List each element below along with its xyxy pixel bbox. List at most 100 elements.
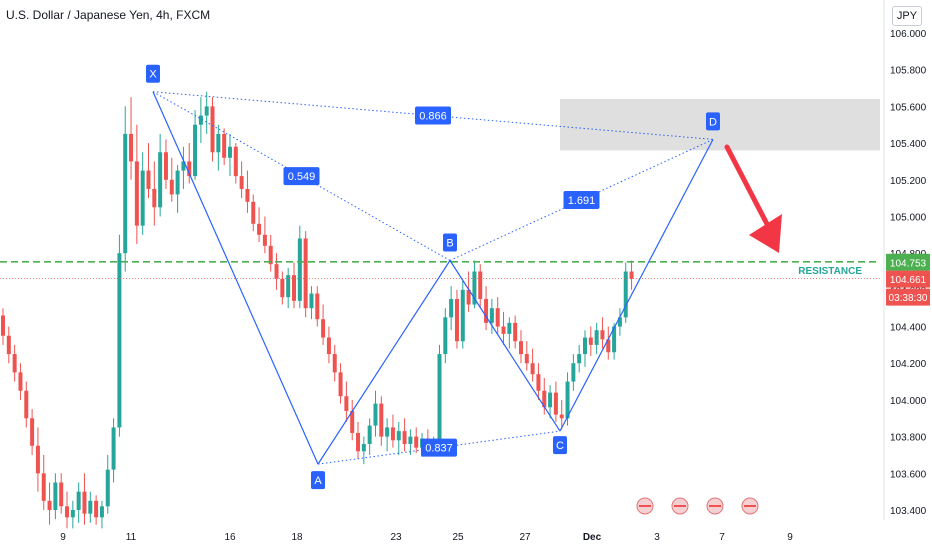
pattern-point-label: B — [446, 237, 453, 249]
candle-body — [111, 427, 116, 470]
candle-body — [583, 337, 587, 355]
pattern-point-label: C — [556, 440, 564, 452]
candle-body — [245, 188, 250, 202]
candle-body — [350, 410, 355, 433]
candle-body — [94, 500, 99, 518]
y-tick-label: 105.800 — [890, 66, 927, 77]
x-tick-label: 23 — [390, 532, 402, 543]
pattern-point-box — [443, 233, 457, 252]
x-tick-label: 18 — [291, 532, 303, 543]
candle-body — [559, 414, 564, 419]
candle-body — [518, 341, 523, 355]
candle-body — [117, 253, 122, 428]
currency-badge[interactable]: JPY — [892, 6, 922, 26]
candle-body — [513, 322, 518, 342]
candle-body — [227, 146, 232, 158]
candle-body — [222, 133, 227, 158]
y-tick-label: 106.000 — [890, 29, 927, 40]
candle-body — [47, 500, 52, 510]
candle-body — [210, 106, 215, 153]
candle-body — [408, 436, 413, 444]
candle-body — [606, 339, 611, 353]
candle-body — [99, 506, 104, 518]
x-tick-label: 9 — [60, 532, 66, 543]
candle-body — [286, 275, 291, 298]
candle-body — [239, 176, 244, 189]
candle-body — [344, 396, 349, 411]
candle-body — [460, 289, 465, 342]
candle-body — [1, 315, 5, 336]
pattern-point-box — [146, 64, 160, 83]
candle-body — [274, 264, 279, 279]
price-tag-box — [886, 270, 930, 288]
candle-body — [390, 427, 395, 441]
candle-body — [262, 234, 267, 246]
x-tick-label: Dec — [583, 532, 602, 543]
candle-body — [507, 322, 512, 334]
candle-body — [309, 293, 314, 309]
candle-body — [175, 170, 180, 195]
ratio-box — [283, 167, 320, 186]
x-tick-label: 3 — [654, 532, 660, 543]
candle-body — [472, 271, 477, 305]
pattern-ratio-line — [152, 91, 451, 261]
candle-body — [292, 275, 296, 301]
price-tag-resistance: 104.753 — [890, 258, 927, 269]
price-tag-last-price: 104.661 — [890, 275, 927, 286]
x-tick-label: 11 — [126, 532, 137, 543]
candle-body — [216, 133, 221, 153]
y-tick-label: 104.400 — [890, 323, 927, 334]
down-arrow-shaft — [724, 144, 770, 227]
pattern-ratio-line — [317, 430, 561, 465]
price-tag-box — [886, 253, 930, 271]
candle-body — [158, 152, 163, 208]
down-arrow-head — [749, 214, 782, 253]
pattern-leg — [317, 260, 451, 465]
candle-body — [553, 392, 558, 415]
candle-body — [152, 188, 157, 208]
candle-body — [268, 245, 273, 265]
candle-body — [326, 337, 331, 355]
candle-body — [35, 445, 40, 474]
candle-body — [204, 106, 209, 116]
ratio-box — [421, 438, 457, 457]
pattern-point-label: A — [314, 475, 322, 487]
candle-body — [565, 381, 570, 419]
x-tick-label: 9 — [787, 532, 793, 543]
candle-body — [443, 317, 448, 355]
x-tick-label: 16 — [224, 532, 236, 543]
candle-body — [612, 326, 617, 353]
candle-body — [303, 238, 308, 309]
candle-body — [600, 330, 605, 340]
candle-body — [373, 403, 378, 426]
candle-body — [379, 403, 384, 437]
pattern-point-box — [553, 436, 567, 455]
price-tag-countdown: 03:38:30 — [889, 293, 928, 304]
candle-body — [70, 510, 75, 518]
x-tick-label: 7 — [719, 532, 725, 543]
candle-body — [588, 337, 593, 345]
candle-body — [233, 146, 238, 177]
candle-body — [617, 317, 622, 327]
candle-body — [321, 319, 326, 338]
y-tick-label: 105.200 — [890, 176, 927, 187]
candle-body — [542, 390, 547, 408]
candle-body — [251, 201, 256, 224]
candle-body — [193, 124, 198, 177]
ratio-label: 0.837 — [425, 443, 453, 455]
resistance-label: RESISTANCE — [798, 266, 862, 277]
candle-body — [530, 363, 535, 375]
candle-body — [524, 354, 529, 364]
candle-body — [123, 133, 128, 254]
candle-body — [163, 152, 168, 180]
candle-body — [12, 354, 17, 373]
candle-body — [181, 161, 186, 171]
price-tag-box — [886, 288, 930, 306]
candle-body — [134, 161, 139, 226]
candle-body — [332, 354, 337, 373]
candle-body — [65, 506, 70, 518]
candle-body — [30, 418, 35, 446]
candle-body — [495, 308, 500, 327]
